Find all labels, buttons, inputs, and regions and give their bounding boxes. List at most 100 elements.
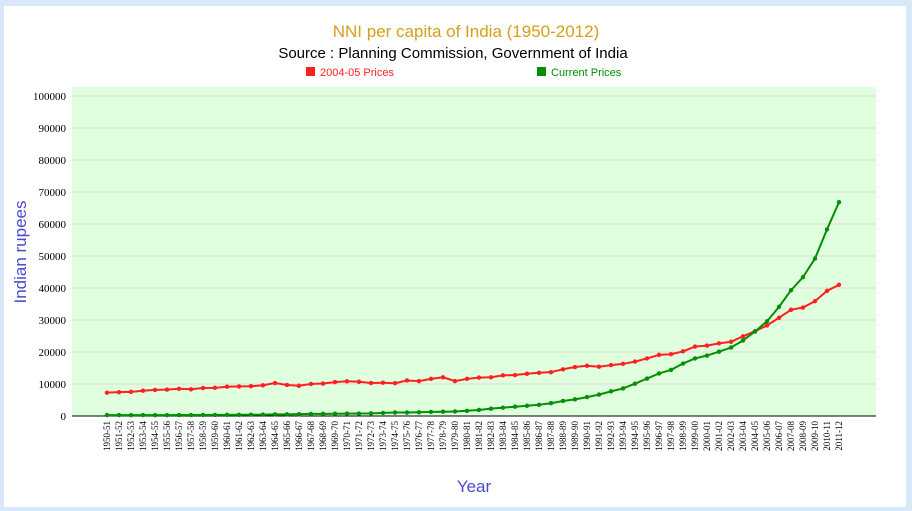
x-tick-label: 2010-11	[822, 421, 832, 451]
data-point	[104, 412, 110, 418]
data-point	[536, 370, 542, 375]
data-point	[716, 349, 722, 354]
data-point	[404, 410, 410, 415]
data-point	[176, 386, 182, 391]
data-point	[800, 274, 806, 280]
data-point	[644, 356, 650, 361]
data-point	[716, 341, 722, 346]
data-point	[356, 411, 362, 416]
data-point	[692, 356, 698, 361]
x-tick-label: 1978-79	[438, 421, 448, 451]
data-point	[488, 375, 494, 380]
data-point	[296, 411, 302, 417]
x-tick-label: 2011-12	[834, 421, 844, 451]
data-point	[260, 412, 266, 417]
data-point	[608, 389, 614, 394]
data-point	[560, 367, 566, 372]
data-point	[668, 352, 674, 357]
y-tick-label: 90000	[39, 123, 67, 135]
legend-label-2004-05: 2004-05 Prices	[320, 67, 394, 79]
data-point	[416, 410, 422, 415]
y-tick-label: 70000	[39, 187, 67, 199]
x-tick-label: 1961-62	[234, 421, 244, 451]
x-axis-label: Year	[457, 477, 492, 496]
data-point	[560, 398, 566, 404]
x-tick-label: 2005-06	[762, 421, 772, 451]
data-point	[740, 334, 746, 339]
legend-swatch-current	[537, 67, 546, 76]
x-tick-label: 1967-68	[306, 421, 316, 451]
data-point	[224, 384, 230, 389]
data-point	[368, 380, 374, 386]
data-point	[644, 376, 650, 381]
data-point	[428, 376, 434, 382]
data-point	[776, 304, 782, 310]
data-point	[212, 385, 218, 391]
chart-subtitle: Source : Planning Commission, Government…	[278, 45, 628, 62]
data-point	[800, 305, 806, 310]
x-tick-label: 1957-58	[186, 421, 196, 451]
x-tick-label: 1979-80	[450, 421, 460, 451]
data-point	[392, 381, 398, 386]
y-tick-label: 100000	[33, 91, 67, 103]
y-tick-label: 80000	[39, 155, 67, 167]
data-point	[104, 390, 110, 395]
data-point	[452, 409, 458, 414]
x-tick-label: 1980-81	[462, 421, 472, 451]
data-point	[656, 352, 662, 358]
x-tick-label: 1966-67	[294, 421, 304, 451]
data-point	[584, 394, 590, 400]
data-point	[320, 381, 326, 386]
data-point	[428, 409, 434, 415]
data-point	[680, 361, 686, 366]
data-point	[164, 387, 170, 392]
data-point	[188, 412, 194, 418]
data-point	[344, 379, 350, 384]
x-tick-label: 2000-01	[702, 421, 712, 451]
data-point	[500, 405, 506, 410]
data-point	[152, 387, 158, 393]
data-point	[476, 407, 482, 413]
y-axis-label: Indian rupees	[11, 200, 30, 303]
x-tick-label: 2006-07	[774, 421, 784, 451]
chart-title: NNI per capita of India (1950-2012)	[333, 22, 600, 41]
x-tick-label: 2007-08	[786, 421, 796, 451]
data-point	[548, 369, 554, 375]
data-point	[620, 386, 626, 391]
series-2004-05-prices	[104, 282, 842, 395]
x-tick-label: 1984-85	[510, 421, 520, 451]
x-tick-label: 1981-82	[474, 421, 484, 451]
x-tick-label: 1983-84	[498, 421, 508, 451]
data-point	[776, 315, 782, 320]
x-tick-label: 1989-90	[570, 421, 580, 451]
data-point	[836, 282, 842, 287]
data-point	[464, 376, 470, 382]
data-point	[236, 412, 242, 417]
x-tick-label: 1982-83	[486, 421, 496, 451]
data-point	[572, 364, 578, 370]
x-tick-label: 1952-53	[126, 421, 136, 451]
x-tick-label: 1974-75	[390, 421, 400, 451]
x-tick-label: 1976-77	[414, 421, 424, 451]
data-point	[236, 384, 242, 389]
x-tick-label: 1955-56	[162, 421, 172, 451]
x-tick-label: 1987-88	[546, 421, 556, 451]
data-point	[692, 344, 698, 349]
data-point	[224, 412, 230, 418]
data-point	[284, 412, 290, 417]
x-tick-label: 1962-63	[246, 421, 256, 451]
data-point	[536, 402, 542, 407]
data-point	[740, 338, 746, 343]
x-tick-label: 1993-94	[618, 421, 628, 451]
x-tick-label: 1992-93	[606, 421, 616, 451]
x-tick-label: 1958-59	[198, 421, 208, 451]
data-point	[332, 379, 338, 385]
data-point	[248, 412, 254, 417]
x-tick-label: 1965-66	[282, 421, 292, 451]
data-point	[524, 403, 530, 408]
x-tick-label: 2001-02	[714, 421, 724, 451]
y-tick-label: 20000	[39, 347, 67, 359]
data-point	[704, 343, 710, 348]
data-point	[812, 298, 818, 304]
